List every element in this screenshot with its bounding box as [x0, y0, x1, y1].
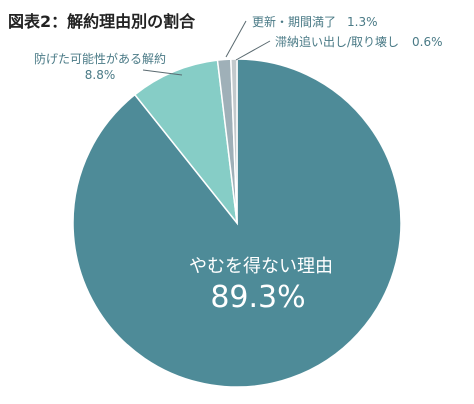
slice-label-value-3: 0.6%: [412, 35, 443, 49]
slice-label-value-0: 89.3%: [210, 280, 305, 315]
slice-label-name-3: 滞納追い出し/取り壊し: [275, 34, 399, 49]
slice-label-value-1: 8.8%: [85, 68, 116, 82]
slice-label-value-2: 1.3%: [347, 15, 378, 29]
pie-slice-1: [133, 59, 239, 226]
chart-title: 図表2：解約理由別の割合: [8, 12, 196, 31]
leader-line-2: [225, 20, 247, 58]
slice-label-name-2: 更新・期間満了: [252, 14, 336, 29]
slice-label-name-0: やむを得ない理由: [189, 256, 333, 277]
leader-line-3: [235, 40, 271, 61]
leader-line-1: [142, 69, 183, 76]
slice-label-name-1: 防げた可能性がある解約: [34, 51, 166, 66]
